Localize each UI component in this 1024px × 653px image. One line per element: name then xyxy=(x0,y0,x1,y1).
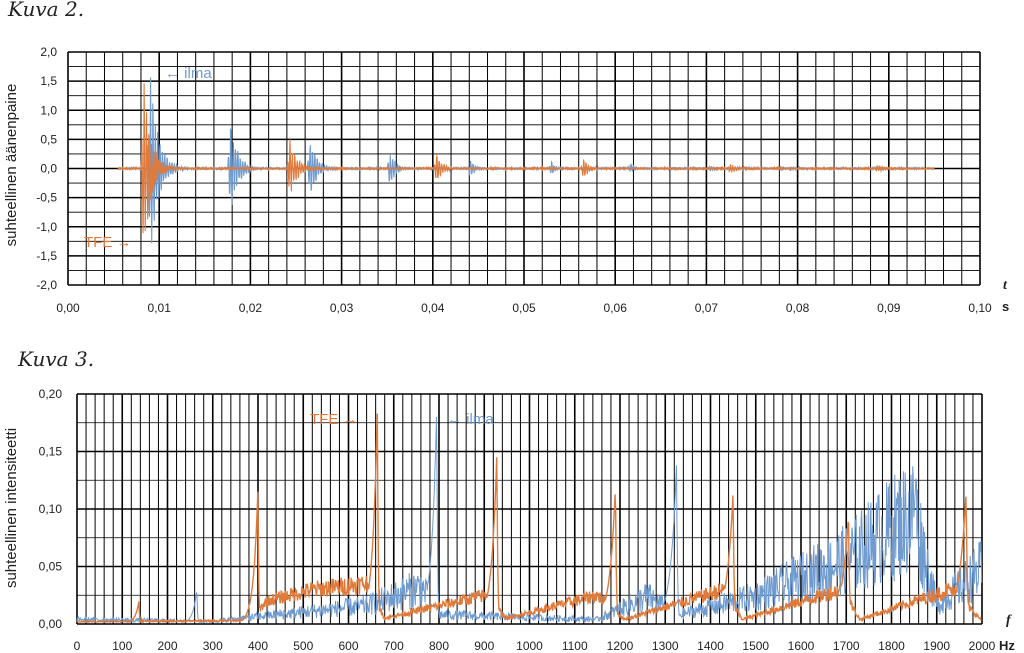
x-tick-label: 1400 xyxy=(697,639,724,653)
series-line-tfe xyxy=(117,83,935,234)
caption-kuva-3: Kuva 3. xyxy=(17,347,94,371)
y-tick-label: 0,05 xyxy=(39,560,63,574)
y-tick-label: 1,0 xyxy=(40,103,57,117)
series-line-ilma xyxy=(76,416,983,625)
x-tick-label: 1700 xyxy=(833,639,860,653)
y-tick-label: -2,0 xyxy=(36,278,57,292)
x-tick-label: 900 xyxy=(474,639,494,653)
series-line-tfe xyxy=(76,413,982,624)
x-tick-label: 0,01 xyxy=(148,301,172,315)
x-tick-label: 1200 xyxy=(607,639,634,653)
x-tick-label: 1600 xyxy=(788,639,815,653)
series-kuva-3 xyxy=(76,413,983,625)
x-tick-label: 0,07 xyxy=(695,301,719,315)
x-tick-label: 0,09 xyxy=(877,301,901,315)
y-tick-label: 2,0 xyxy=(40,45,57,59)
x-variable-kuva-3: f xyxy=(1006,613,1012,628)
x-tick-label: 1100 xyxy=(562,639,588,653)
x-tick-label: 2000 xyxy=(969,639,996,653)
x-tick-label: 0,10 xyxy=(968,301,992,315)
x-tick-label: 100 xyxy=(112,639,132,653)
y-tick-label: -0,5 xyxy=(36,191,57,205)
ticks-kuva-3: 0 100 200 300 400 500 600 700 800 900 1000 1100 1200… xyxy=(39,387,996,653)
y-tick-label: 0,15 xyxy=(39,445,63,459)
x-tick-label: 1900 xyxy=(923,639,950,653)
x-tick-label: 0,00 xyxy=(56,301,80,315)
annotation-tfe-kuva-3: TFE → xyxy=(310,411,358,428)
y-tick-label: -1,5 xyxy=(36,249,57,263)
x-tick-label: 0,05 xyxy=(512,301,536,315)
x-tick-label: 0 xyxy=(74,639,81,653)
x-tick-label: 0,02 xyxy=(239,301,263,315)
x-unit-kuva-3: Hz xyxy=(999,638,1015,653)
x-tick-label: 1500 xyxy=(742,639,769,653)
series-line-ilma xyxy=(117,77,922,244)
y-tick-label: -1,0 xyxy=(36,220,57,234)
x-tick-label: 1800 xyxy=(878,639,905,653)
y-tick-label: 1,5 xyxy=(40,74,57,88)
x-tick-label: 500 xyxy=(293,639,313,653)
y-axis-label-kuva-2: suhteellinen äänenpaine xyxy=(3,84,20,247)
ticks-kuva-2: 0,00 0,01 0,02 0,03 0,04 0,05 0,06 0,07 0,08 0,09… xyxy=(36,45,992,315)
y-tick-label: 0,10 xyxy=(39,502,63,516)
x-variable-kuva-2: t xyxy=(1003,278,1008,293)
x-tick-label: 600 xyxy=(338,639,358,653)
series-kuva-2 xyxy=(117,77,935,244)
y-axis-label-kuva-3: suhteellinen intensiteetti xyxy=(3,428,20,588)
grid-kuva-3 xyxy=(76,393,983,625)
x-tick-label: 0,08 xyxy=(786,301,810,315)
x-unit-kuva-2: s xyxy=(1002,299,1009,314)
x-tick-label: 400 xyxy=(248,639,268,653)
x-tick-label: 0,03 xyxy=(330,301,354,315)
x-tick-label: 0,06 xyxy=(604,301,628,315)
caption-kuva-2: Kuva 2. xyxy=(7,0,84,21)
y-tick-label: 0,5 xyxy=(40,132,57,146)
chart-kuva-3: Kuva 3. suhteellinen intensiteetti 0 100 2… xyxy=(3,347,1015,653)
x-tick-label: 0,04 xyxy=(421,301,445,315)
chart-kuva-2: Kuva 2. suhteellinen äänenpaine 0,00 0,01… xyxy=(3,0,1009,315)
x-tick-label: 800 xyxy=(429,639,449,653)
annotation-ilma-kuva-3: ← ilma xyxy=(447,411,494,428)
x-tick-label: 1300 xyxy=(652,639,679,653)
x-tick-label: 300 xyxy=(203,639,223,653)
x-tick-label: 200 xyxy=(157,639,177,653)
annotation-ilma-kuva-2: ← ilma xyxy=(165,65,212,82)
x-tick-label: 700 xyxy=(384,639,404,653)
y-tick-label: 0,20 xyxy=(39,387,63,401)
y-tick-label: 0,0 xyxy=(40,162,57,176)
annotation-tfe-kuva-2: TFE → xyxy=(84,234,132,251)
x-tick-label: 1000 xyxy=(516,639,543,653)
y-tick-label: 0,00 xyxy=(39,617,63,631)
